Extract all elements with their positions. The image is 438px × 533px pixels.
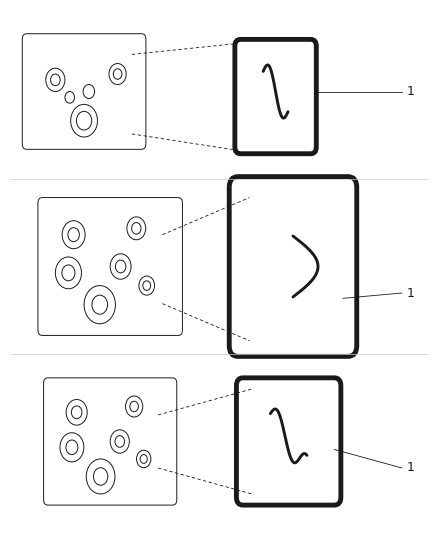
Circle shape bbox=[60, 433, 84, 462]
Circle shape bbox=[131, 223, 141, 234]
Circle shape bbox=[65, 92, 74, 103]
Circle shape bbox=[109, 63, 126, 85]
Circle shape bbox=[115, 435, 124, 447]
FancyBboxPatch shape bbox=[44, 378, 177, 505]
Circle shape bbox=[126, 396, 143, 417]
Circle shape bbox=[84, 286, 116, 324]
FancyBboxPatch shape bbox=[22, 34, 146, 149]
Circle shape bbox=[130, 401, 138, 411]
Circle shape bbox=[76, 111, 92, 130]
Circle shape bbox=[66, 399, 87, 425]
Circle shape bbox=[68, 228, 79, 241]
Circle shape bbox=[143, 281, 151, 290]
Circle shape bbox=[71, 104, 98, 137]
Circle shape bbox=[139, 276, 155, 295]
Circle shape bbox=[110, 254, 131, 279]
Circle shape bbox=[71, 406, 82, 419]
Circle shape bbox=[113, 69, 122, 79]
Circle shape bbox=[93, 468, 108, 485]
Circle shape bbox=[127, 217, 146, 240]
Circle shape bbox=[55, 257, 81, 289]
Circle shape bbox=[62, 221, 85, 249]
Circle shape bbox=[116, 260, 126, 273]
Circle shape bbox=[62, 265, 75, 281]
Text: 1: 1 bbox=[406, 85, 414, 98]
Circle shape bbox=[137, 450, 151, 468]
Circle shape bbox=[92, 295, 108, 314]
Circle shape bbox=[83, 85, 95, 99]
FancyBboxPatch shape bbox=[38, 198, 183, 335]
Circle shape bbox=[50, 74, 60, 86]
Text: 1: 1 bbox=[406, 287, 414, 300]
Circle shape bbox=[86, 459, 115, 494]
Text: 1: 1 bbox=[406, 462, 414, 474]
Circle shape bbox=[140, 455, 147, 463]
Circle shape bbox=[46, 68, 65, 92]
Circle shape bbox=[110, 430, 129, 453]
Circle shape bbox=[66, 440, 78, 455]
